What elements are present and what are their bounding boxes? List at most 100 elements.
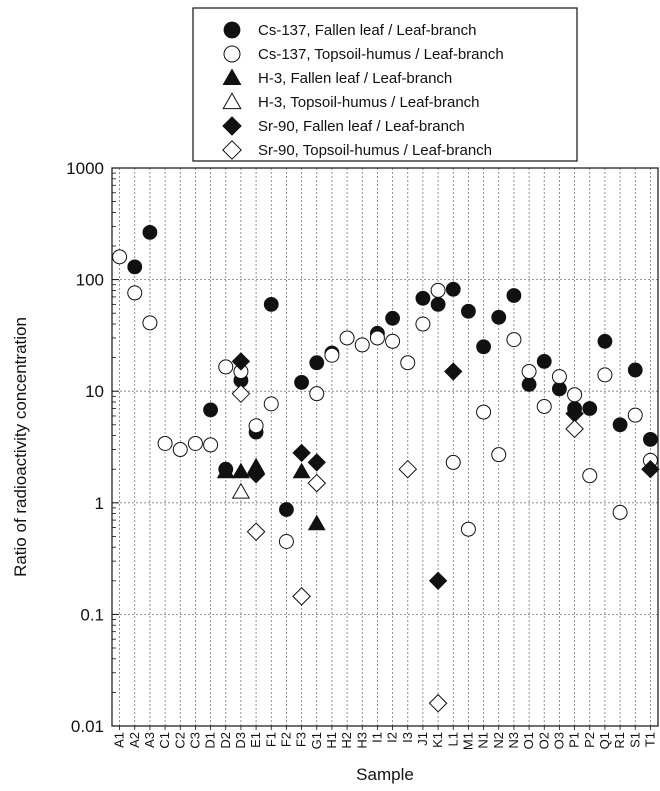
data-point — [415, 290, 431, 306]
y-tick-label: 10 — [85, 382, 104, 401]
data-point — [400, 355, 416, 371]
data-point — [428, 571, 448, 590]
x-tick-label: F2 — [278, 732, 293, 747]
data-point — [430, 282, 446, 298]
x-axis-title: Sample — [356, 765, 414, 784]
x-axis-ticks: A1 A2 A3 C1 C2 C3 D1 D2 D3 E1 F1 F2 F3 G1 H1 H2 H3 I1 I2 I3… — [112, 726, 657, 750]
x-tick-label: I2 — [385, 732, 400, 743]
data-point — [231, 384, 251, 404]
x-tick-label: E1 — [248, 732, 263, 748]
data-point — [231, 482, 251, 499]
series-group — [112, 249, 658, 550]
y-tick-label: 1 — [95, 494, 104, 513]
y-axis-title: Ratio of radioactivity concentration — [11, 317, 30, 577]
data-point — [324, 347, 340, 363]
x-tick-label: O2 — [536, 732, 551, 749]
data-point — [246, 522, 266, 542]
data-point — [385, 333, 401, 349]
data-point — [597, 367, 613, 383]
data-point — [294, 374, 309, 390]
legend-label: Cs-137, Fallen leaf / Leaf-branch — [258, 22, 476, 39]
x-tick-label: R1 — [612, 732, 627, 749]
legend-label: H-3, Fallen leaf / Leaf-branch — [258, 70, 452, 87]
legend-marker — [222, 116, 242, 136]
data-point — [428, 693, 448, 713]
x-tick-label: P2 — [582, 732, 597, 748]
data-point — [292, 462, 311, 479]
series-group — [231, 352, 660, 590]
data-point — [369, 330, 385, 346]
data-point — [641, 460, 660, 479]
y-tick-label: 0.01 — [71, 717, 104, 736]
legend-marker — [223, 21, 241, 39]
legend-marker — [222, 92, 242, 110]
x-tick-label: D2 — [218, 732, 233, 749]
data-point — [521, 377, 537, 392]
data-point — [157, 435, 173, 451]
data-point — [627, 362, 643, 378]
x-tick-label: P1 — [567, 732, 582, 748]
data-point — [309, 386, 325, 402]
data-point — [643, 431, 658, 447]
data-point — [112, 249, 128, 265]
x-tick-label: L1 — [445, 732, 460, 746]
x-tick-label: H3 — [354, 732, 369, 749]
x-tick-label: H1 — [324, 732, 339, 749]
data-point — [279, 502, 294, 517]
x-tick-label: S1 — [627, 732, 642, 748]
data-point — [506, 332, 522, 348]
data-point — [187, 435, 203, 451]
data-point — [172, 442, 188, 458]
x-tick-label: C3 — [187, 732, 202, 749]
data-point — [203, 437, 219, 453]
data-point — [460, 521, 476, 537]
x-tick-label: K1 — [430, 732, 445, 748]
data-point — [445, 454, 461, 470]
data-point — [203, 402, 218, 418]
x-tick-label: M1 — [460, 732, 475, 750]
data-points — [112, 224, 660, 713]
x-tick-label: A2 — [127, 732, 142, 748]
data-point — [612, 504, 628, 520]
data-point — [476, 339, 491, 355]
x-tick-label: I1 — [369, 732, 384, 743]
legend-marker — [222, 68, 242, 85]
data-point — [354, 337, 370, 353]
data-point — [231, 352, 251, 371]
data-point — [491, 447, 507, 463]
data-point — [627, 407, 643, 423]
data-point — [307, 473, 327, 493]
series-group — [231, 482, 251, 499]
x-tick-label: A3 — [142, 732, 157, 748]
x-tick-label: O1 — [521, 732, 536, 749]
x-tick-label: G1 — [309, 732, 324, 749]
data-point — [216, 462, 235, 479]
data-point — [292, 587, 311, 606]
data-point — [506, 288, 522, 303]
series-group — [231, 384, 584, 713]
data-point — [551, 369, 567, 385]
x-tick-label: C2 — [172, 732, 187, 749]
data-point — [398, 459, 418, 479]
data-point — [307, 514, 326, 531]
legend-label: Cs-137, Topsoil-humus / Leaf-branch — [258, 46, 504, 63]
data-point — [521, 364, 537, 380]
data-point — [278, 534, 294, 550]
data-point — [567, 387, 583, 403]
plot-frame — [111, 167, 659, 727]
y-tick-label: 0.1 — [80, 605, 104, 624]
x-tick-label: N2 — [491, 732, 506, 749]
data-point — [127, 285, 143, 301]
data-point — [536, 398, 552, 414]
x-tick-label: N1 — [476, 732, 491, 749]
data-point — [445, 281, 461, 297]
data-point — [385, 310, 400, 326]
x-tick-label: J1 — [415, 732, 430, 746]
x-tick-label: F1 — [263, 732, 278, 747]
x-tick-label: H2 — [339, 732, 354, 749]
data-point — [582, 468, 598, 484]
data-point — [248, 418, 264, 434]
legend-marker — [223, 45, 241, 63]
data-point — [263, 396, 279, 412]
data-point — [339, 330, 355, 346]
